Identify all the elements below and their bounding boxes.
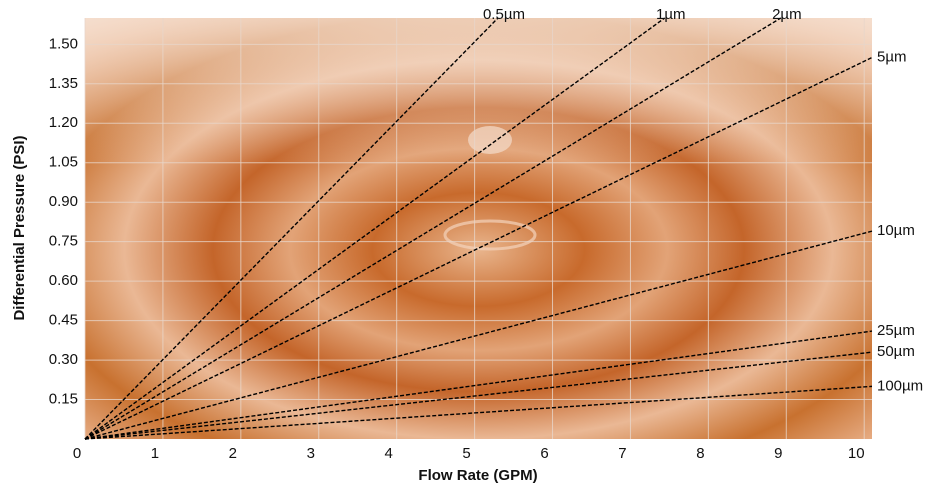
droplet bbox=[468, 126, 512, 154]
x-axis-title: Flow Rate (GPM) bbox=[418, 467, 537, 484]
line-label: 1µm bbox=[656, 6, 685, 23]
x-tick-label: 5 bbox=[462, 445, 470, 462]
line-label: 100µm bbox=[877, 377, 923, 394]
y-tick-label: 1.50 bbox=[49, 35, 78, 52]
line-label: 50µm bbox=[877, 343, 915, 360]
dashed-line bbox=[84, 17, 666, 440]
plot-highlight bbox=[85, 18, 872, 439]
x-tick-label: 0 bbox=[73, 445, 81, 462]
x-tick-label: 4 bbox=[385, 445, 393, 462]
x-tick-label: 2 bbox=[229, 445, 237, 462]
x-tick-label: 9 bbox=[774, 445, 782, 462]
x-tick-label: 10 bbox=[848, 445, 865, 462]
dashed-line bbox=[84, 17, 499, 440]
line-label: 10µm bbox=[877, 222, 915, 239]
dashed-line bbox=[84, 56, 873, 440]
dashed-line bbox=[84, 17, 782, 440]
line-label: 5µm bbox=[877, 48, 906, 65]
line-label: 2µm bbox=[772, 6, 801, 23]
dashed-line bbox=[84, 385, 873, 440]
line-label: 0.5µm bbox=[483, 6, 525, 23]
x-tick-label: 8 bbox=[696, 445, 704, 462]
y-tick-label: 1.05 bbox=[49, 154, 78, 171]
x-tick-label: 1 bbox=[151, 445, 159, 462]
x-tick-label: 7 bbox=[618, 445, 626, 462]
y-tick-label: 1.20 bbox=[49, 114, 78, 131]
y-tick-label: 0.90 bbox=[49, 193, 78, 210]
x-tick-label: 6 bbox=[540, 445, 548, 462]
y-tick-label: 0.45 bbox=[49, 312, 78, 329]
y-tick-label: 1.35 bbox=[49, 75, 78, 92]
dashed-line bbox=[84, 330, 873, 440]
dashed-line bbox=[84, 230, 873, 440]
line-label: 25µm bbox=[877, 322, 915, 339]
y-tick-label: 0.15 bbox=[49, 391, 78, 408]
x-tick-label: 3 bbox=[307, 445, 315, 462]
y-tick-label: 0.60 bbox=[49, 272, 78, 289]
y-axis-title: Differential Pressure (PSI) bbox=[11, 135, 28, 320]
y-tick-label: 0.75 bbox=[49, 233, 78, 250]
y-tick-label: 0.30 bbox=[49, 351, 78, 368]
ripple bbox=[443, 219, 537, 251]
